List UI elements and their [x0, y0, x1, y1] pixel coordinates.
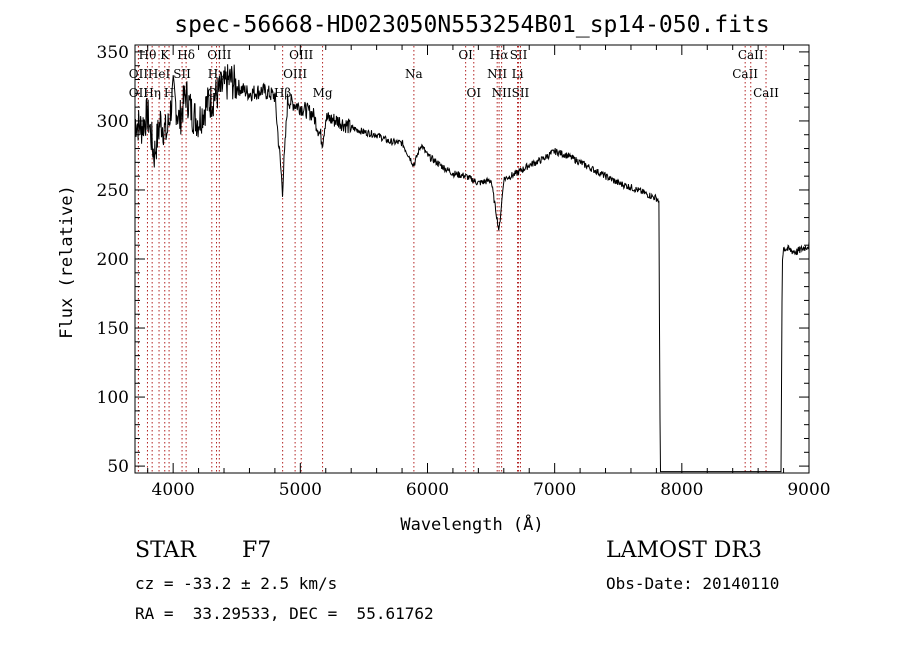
line-label-12: Hβ	[274, 86, 291, 100]
plot-frame	[134, 44, 810, 474]
line-label-27: CaII	[753, 86, 779, 100]
axis-ticks: 4000 5000 6000 7000 8000 9000 50 100 150 200 250 30…	[97, 43, 831, 500]
line-label-3: HeI	[148, 67, 171, 81]
line-label-5: K	[160, 48, 170, 62]
y-tick-label-0: 50	[107, 457, 129, 477]
line-label-25: CaII	[732, 67, 758, 81]
spectrum-series	[134, 64, 810, 473]
coordinates: RA = 33.29533, DEC = 55.61762	[135, 604, 434, 623]
x-tick-label-0: 4000	[152, 480, 195, 500]
x-axis-label: Wavelength (Å)	[400, 513, 543, 535]
y-axis-label: Flux (relative)	[57, 185, 77, 339]
line-label-17: OI	[458, 48, 473, 62]
line-label-13: OIII	[283, 67, 307, 81]
line-label-8: Hδ	[177, 48, 195, 62]
redshift-readout: cz = -33.2 ± 2.5 km/s	[135, 574, 338, 593]
y-tick-label-5: 300	[97, 112, 129, 132]
chart-title: spec-56668-HD023050N553254B01_sp14-050.f…	[174, 12, 769, 38]
line-label-24: SII	[512, 86, 530, 100]
line-label-14: OIII	[289, 48, 313, 62]
line-label-15: Mg	[313, 86, 333, 100]
y-tick-label-3: 200	[97, 250, 129, 270]
observation-date: Obs-Date: 20140110	[606, 574, 780, 593]
line-label-9: G	[207, 86, 217, 100]
line-label-20: Hα	[490, 48, 509, 62]
x-tick-label-3: 7000	[533, 480, 576, 500]
line-label-26: CaII	[738, 48, 764, 62]
line-label-11: OIII	[207, 48, 231, 62]
x-tick-label-1: 5000	[279, 480, 322, 500]
x-tick-label-5: 9000	[787, 480, 830, 500]
x-tick-label-2: 6000	[406, 480, 449, 500]
line-label-4: Hη	[143, 86, 161, 100]
object-class: STAR	[135, 538, 196, 563]
line-label-21: NII	[492, 86, 512, 100]
line-label-0: Hθ	[139, 48, 157, 62]
spectrum-line	[134, 64, 810, 473]
spectral-line-markers: HθOIIOIIHeIHηKHSIIHδGHγOIIIHβOIIIOIIIMgN…	[129, 46, 779, 472]
y-tick-label-1: 100	[97, 388, 129, 408]
y-tick-label-4: 250	[97, 181, 129, 201]
line-label-18: OI	[466, 86, 481, 100]
line-label-23: SII	[510, 48, 528, 62]
line-label-16: Na	[405, 67, 423, 81]
line-label-19: NII	[487, 67, 507, 81]
survey-name: LAMOST DR3	[606, 538, 762, 563]
y-tick-label-2: 150	[97, 319, 129, 339]
object-subclass: F7	[242, 538, 272, 563]
y-tick-label-6: 350	[97, 43, 129, 63]
line-label-22: Li	[512, 67, 524, 81]
line-label-7: SII	[173, 67, 191, 81]
x-tick-label-4: 8000	[660, 480, 703, 500]
line-label-6: H	[164, 86, 174, 100]
